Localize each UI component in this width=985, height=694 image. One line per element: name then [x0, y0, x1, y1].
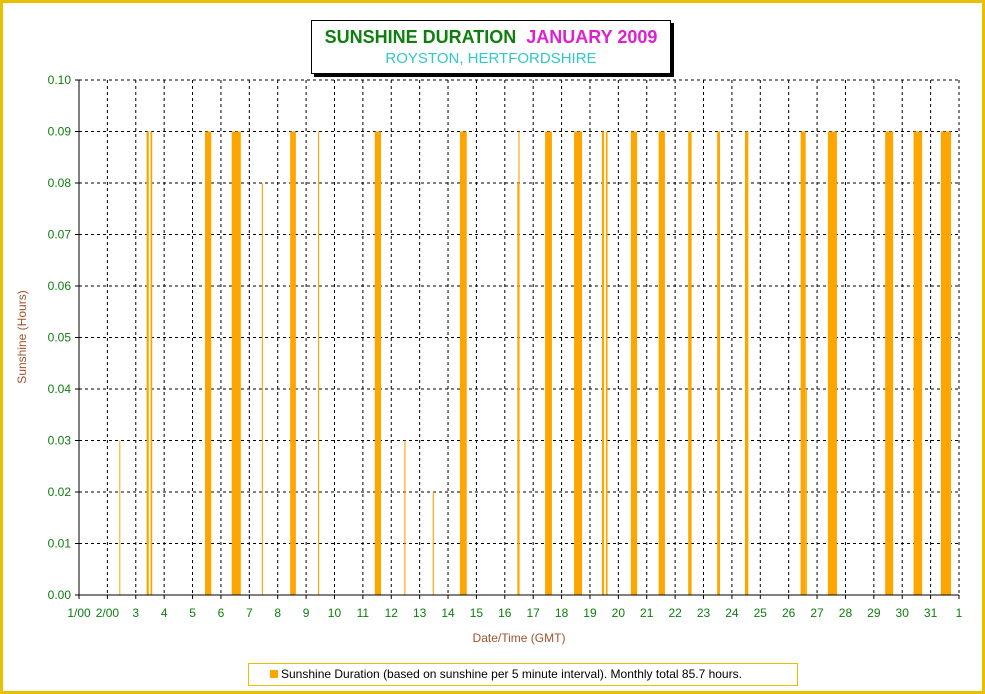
x-tick-label: 13	[413, 606, 427, 620]
x-tick-label: 8	[274, 606, 281, 620]
x-tick-label: 11	[357, 606, 370, 620]
x-tick-label: 27	[810, 606, 824, 620]
sunshine-bar	[404, 440, 406, 595]
y-tick-label: 0.08	[48, 176, 72, 190]
y-tick-label: 0.03	[48, 434, 72, 448]
y-tick-labels: 0.00 0.01 0.02 0.03 0.04 0.05 0.06 0.07 0.08 0.09…	[48, 73, 72, 602]
x-tick-label: 25	[754, 606, 768, 620]
legend-entry: Sunshine Duration (based on sunshine per…	[281, 667, 742, 681]
sunshine-bar	[940, 131, 952, 595]
x-tick-label: 31	[924, 606, 938, 620]
sunshine-bar	[744, 131, 749, 595]
x-tick-label: 14	[441, 606, 455, 620]
x-tick-label: 16	[498, 606, 512, 620]
sunshine-bar	[688, 131, 692, 595]
x-tick-label: 3	[132, 606, 139, 620]
x-axis-label: Date/Time (GMT)	[473, 631, 566, 645]
x-tick-label: 30	[896, 606, 910, 620]
sunshine-bar	[800, 131, 806, 595]
x-tick-label: 4	[161, 606, 168, 620]
sunshine-bar	[605, 131, 608, 595]
sunshine-bar	[290, 131, 296, 595]
x-tick-label: 17	[527, 606, 541, 620]
sunshine-bar	[150, 131, 153, 595]
sunshine-bar	[805, 389, 807, 595]
sunshine-bar	[827, 131, 837, 595]
sunshine-bar	[231, 131, 241, 595]
y-tick-label: 0.05	[48, 331, 72, 345]
y-tick-label: 0.02	[48, 485, 72, 499]
chart-title-month: JANUARY 2009	[526, 27, 658, 47]
x-tick-label: 26	[782, 606, 796, 620]
y-tick-label: 0.04	[48, 382, 72, 396]
sunshine-bar	[545, 131, 552, 595]
legend-swatch-icon	[270, 670, 278, 678]
sunshine-bar	[374, 131, 382, 595]
sunshine-bar	[518, 131, 520, 595]
sunshine-bar	[517, 183, 519, 595]
chart-legend: Sunshine Duration (based on sunshine per…	[248, 663, 798, 686]
sunshine-bar	[717, 131, 720, 595]
sunshine-bar	[630, 131, 638, 595]
x-tick-label: 1	[956, 606, 963, 620]
sunshine-bar	[261, 183, 263, 595]
x-tick-label: 6	[218, 606, 225, 620]
x-tick-label: 29	[867, 606, 881, 620]
x-tick-label: 21	[640, 606, 654, 620]
x-tick-label: 19	[583, 606, 597, 620]
chart-bars	[119, 131, 952, 595]
chart-axes	[75, 79, 960, 599]
x-tick-label: 15	[470, 606, 484, 620]
sunshine-bar	[913, 131, 923, 595]
sunshine-bar	[885, 131, 894, 595]
x-tick-label: 28	[839, 606, 853, 620]
x-tick-label: 7	[246, 606, 253, 620]
sunshine-bar	[574, 131, 583, 595]
x-tick-label: 23	[697, 606, 711, 620]
x-tick-label: 12	[385, 606, 399, 620]
y-axis-label: Sunshine (Hours)	[15, 290, 29, 383]
x-tick-label: 10	[328, 606, 342, 620]
x-tick-label: 1/00	[67, 606, 91, 620]
sunshine-bar	[318, 131, 320, 595]
chart-subtitle: ROYSTON, HERTFORDSHIRE	[385, 50, 597, 67]
sunshine-bar	[432, 492, 434, 595]
sunshine-bar	[205, 131, 212, 595]
y-tick-label: 0.00	[48, 588, 72, 602]
chart-title-box: SUNSHINE DURATION JANUARY 2009 ROYSTON, H…	[311, 20, 671, 74]
chart-grid	[79, 79, 960, 595]
y-tick-label: 0.06	[48, 279, 72, 293]
y-tick-label: 0.09	[48, 125, 72, 139]
sunshine-bar	[601, 131, 605, 595]
sunshine-bar	[146, 131, 149, 595]
x-tick-label: 18	[555, 606, 569, 620]
sunshine-bar	[459, 131, 467, 595]
sunshine-bar	[658, 131, 665, 595]
x-tick-label: 5	[189, 606, 196, 620]
x-tick-label: 24	[725, 606, 739, 620]
y-tick-label: 0.01	[48, 537, 72, 551]
x-tick-label: 9	[303, 606, 310, 620]
chart-title: SUNSHINE DURATION JANUARY 2009	[312, 27, 670, 48]
x-tick-labels: 1/00 2/00 3 4 5 6 7 8 9 10 11 12 13 14 15 16 17 18 19 20 21 2…	[67, 606, 962, 620]
x-tick-label: 22	[668, 606, 682, 620]
chart-title-main: SUNSHINE DURATION	[324, 27, 517, 47]
x-tick-label: 2/00	[96, 606, 120, 620]
sunshine-bar	[119, 440, 121, 595]
y-tick-label: 0.07	[48, 228, 72, 242]
x-tick-label: 20	[612, 606, 626, 620]
y-tick-label: 0.10	[48, 73, 72, 87]
